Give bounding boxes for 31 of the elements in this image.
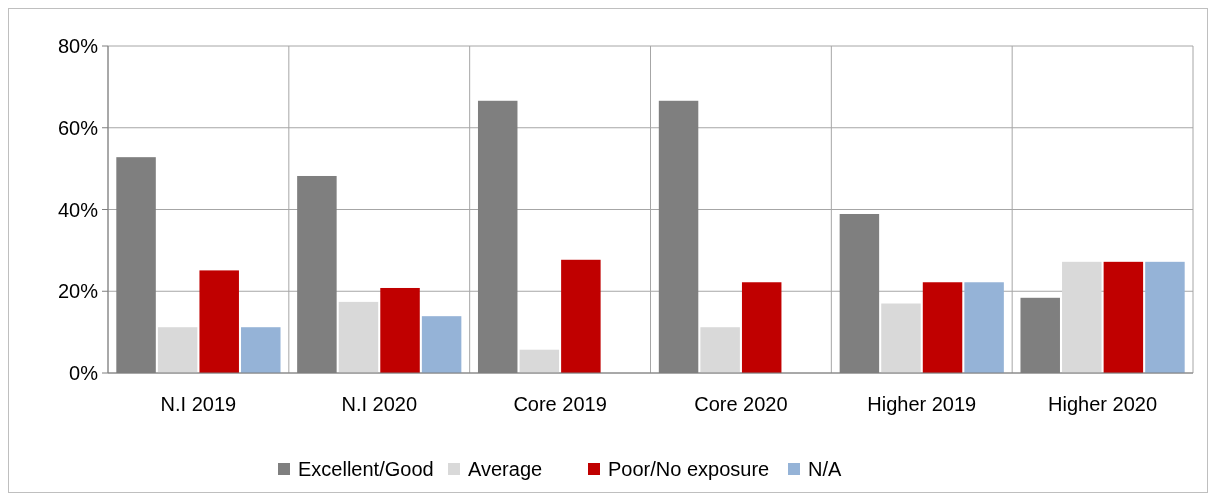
y-tick-label: 0% xyxy=(69,362,99,384)
bar xyxy=(1145,261,1185,373)
y-tick-label: 20% xyxy=(57,280,99,303)
x-tick-label: Higher 2020 xyxy=(1048,393,1158,415)
legend-label: Poor/No exposure xyxy=(608,458,770,480)
bar xyxy=(241,327,281,373)
bar xyxy=(922,282,963,373)
bar xyxy=(881,303,921,373)
bar xyxy=(199,270,239,373)
bar xyxy=(421,316,462,373)
legend-label: N/A xyxy=(808,458,842,480)
bar xyxy=(700,327,740,373)
x-tick-label: Higher 2019 xyxy=(867,393,977,415)
legend-label: Excellent/Good xyxy=(298,458,434,480)
x-tick-label: N.I 2019 xyxy=(160,393,237,415)
bar xyxy=(380,287,420,373)
bar xyxy=(741,282,782,373)
bar xyxy=(1103,261,1144,373)
y-tick-label: 80% xyxy=(57,35,99,57)
legend-label: Average xyxy=(468,458,543,480)
bar xyxy=(561,259,601,373)
x-tick-label: Core 2019 xyxy=(513,393,607,415)
bar xyxy=(157,327,198,373)
x-tick-label: Core 2020 xyxy=(694,393,788,415)
x-tick-label: N.I 2020 xyxy=(341,393,418,415)
bar xyxy=(964,282,1004,373)
bar xyxy=(338,301,379,373)
bar xyxy=(519,349,560,373)
y-tick-label: 60% xyxy=(57,116,99,139)
bar xyxy=(1062,261,1102,373)
y-tick-label: 40% xyxy=(57,198,99,221)
